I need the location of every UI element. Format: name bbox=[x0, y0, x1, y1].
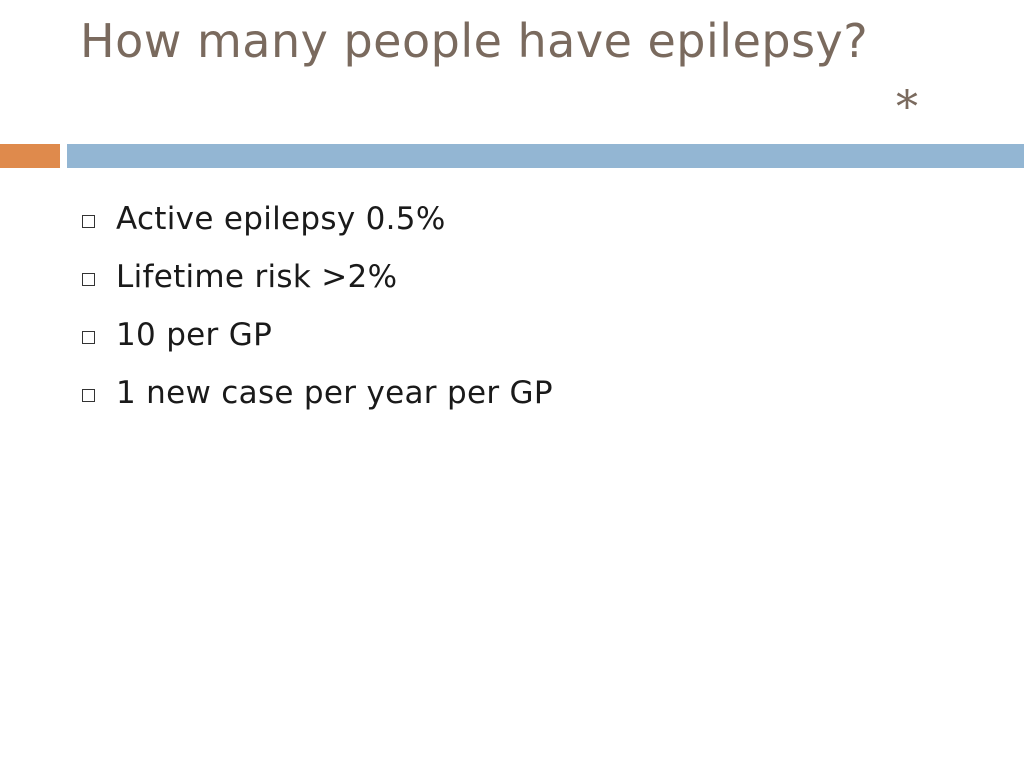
bullet-text: 10 per GP bbox=[116, 317, 273, 353]
bullet-text: 1 new case per year per GP bbox=[116, 375, 553, 411]
list-item: 1 new case per year per GP bbox=[82, 364, 553, 422]
bullet-list: Active epilepsy 0.5% Lifetime risk >2% 1… bbox=[82, 190, 553, 422]
hollow-square-bullet-icon bbox=[82, 272, 95, 286]
hollow-square-bullet-icon bbox=[82, 330, 95, 344]
hollow-square-bullet-icon bbox=[82, 214, 95, 228]
divider-bar bbox=[67, 144, 1024, 168]
slide-title: How many people have epilepsy? bbox=[80, 14, 869, 68]
list-item: Active epilepsy 0.5% bbox=[82, 190, 553, 248]
list-item: Lifetime risk >2% bbox=[82, 248, 553, 306]
hollow-square-bullet-icon bbox=[82, 388, 95, 402]
accent-bar bbox=[0, 144, 60, 168]
bullet-text: Active epilepsy 0.5% bbox=[116, 201, 446, 237]
list-item: 10 per GP bbox=[82, 306, 553, 364]
bullet-text: Lifetime risk >2% bbox=[116, 259, 398, 295]
title-asterisk-marker: * bbox=[896, 82, 918, 133]
